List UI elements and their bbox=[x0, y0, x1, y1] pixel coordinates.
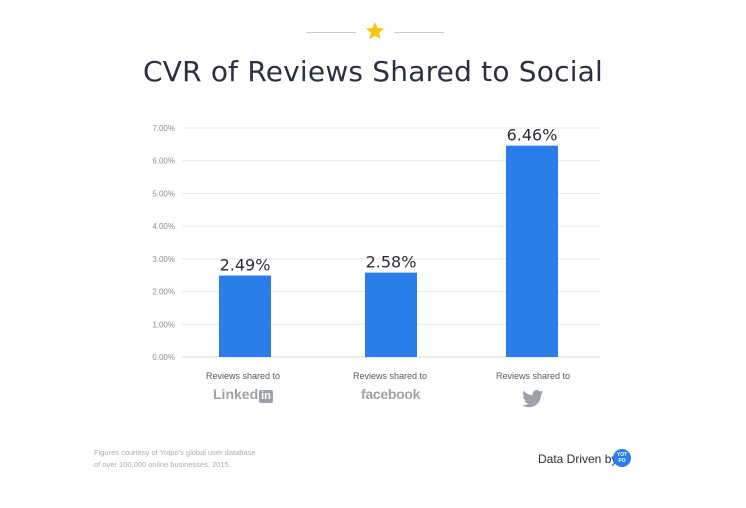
y-tick-label: 1.00% bbox=[152, 320, 175, 329]
title-decoration-right bbox=[394, 32, 444, 33]
data-label: 2.58% bbox=[366, 253, 417, 272]
y-tick-label: 7.00% bbox=[152, 124, 175, 133]
source-footnote: Figures courtesy of Yotpo's global user … bbox=[94, 448, 256, 469]
bar bbox=[506, 145, 558, 357]
y-tick-label: 5.00% bbox=[152, 189, 175, 198]
data-label: 6.46% bbox=[507, 126, 558, 145]
category-label-twitter: Reviews shared to bbox=[495, 371, 571, 381]
y-tick-label: 4.00% bbox=[152, 222, 175, 231]
star-icon bbox=[365, 21, 385, 40]
yotpo-logo: YOT PO bbox=[613, 449, 631, 467]
bar bbox=[365, 272, 417, 357]
y-tick-label: 2.00% bbox=[152, 288, 175, 297]
title-decoration-left bbox=[306, 32, 356, 33]
linkedin-logo: Linked in bbox=[213, 386, 273, 403]
y-tick-label: 6.00% bbox=[152, 157, 175, 166]
bar bbox=[219, 275, 271, 357]
y-tick-label: 0.00% bbox=[152, 353, 175, 362]
category-label-facebook: Reviews shared to bbox=[352, 371, 428, 381]
data-label: 2.49% bbox=[220, 256, 271, 275]
y-tick-label: 3.00% bbox=[152, 255, 175, 264]
data-driven-label: Data Driven by bbox=[538, 452, 618, 466]
chart-title: CVR of Reviews Shared to Social bbox=[142, 55, 604, 88]
twitter-icon bbox=[522, 390, 544, 408]
facebook-logo: facebook bbox=[361, 386, 421, 402]
category-label-linkedin: Reviews shared to bbox=[205, 371, 281, 381]
